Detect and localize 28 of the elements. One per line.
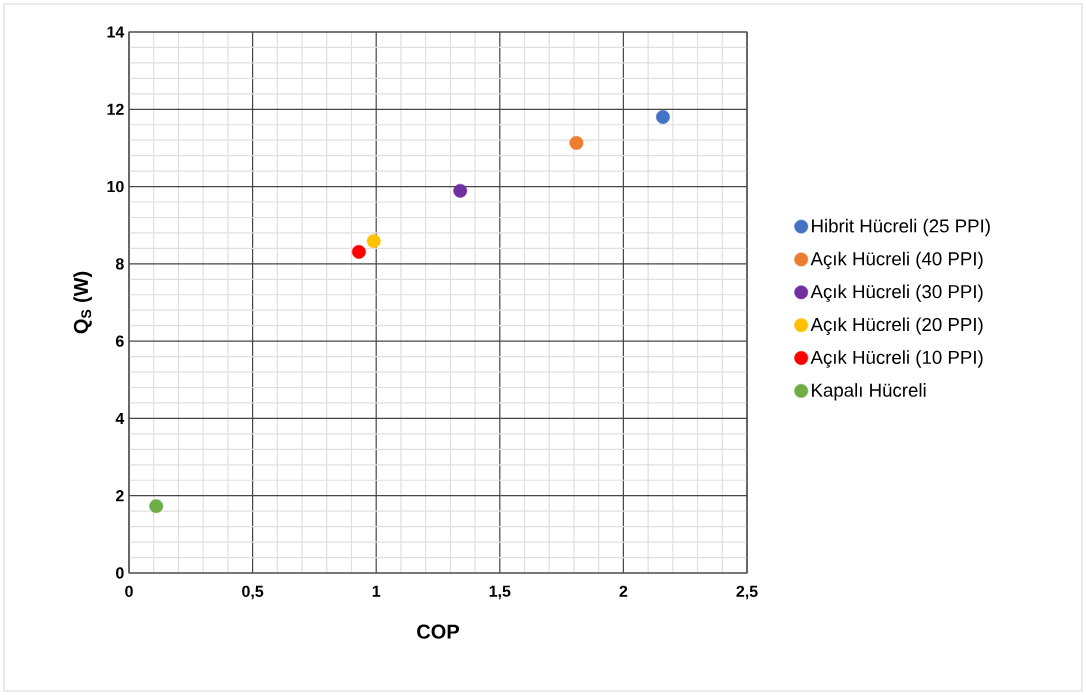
y-tick-label: 8 bbox=[115, 258, 124, 270]
point bbox=[453, 183, 468, 198]
x-tick-label: 1,5 bbox=[489, 585, 511, 600]
x-axis-title: COP bbox=[417, 624, 459, 639]
x-tick-label: 2,5 bbox=[736, 585, 758, 600]
x-tick-label: 0 bbox=[125, 585, 133, 598]
legend-label: Açık Hücreli (10 PPI) bbox=[810, 350, 983, 368]
point bbox=[569, 135, 584, 150]
y-tick-label: 6 bbox=[115, 335, 124, 347]
legend-label: Hibrit Hücreli (25 PPI) bbox=[812, 218, 990, 237]
y-tick-label: 2 bbox=[115, 490, 124, 502]
legend-label: Kapalı Hücreli bbox=[812, 383, 926, 401]
legend-label: Açık Hücreli (40 PPI) bbox=[810, 251, 983, 270]
legend-label: Açık Hücreli (20 PPI) bbox=[810, 317, 983, 335]
y-tick-label: 4 bbox=[115, 412, 125, 424]
y-tick-label: 10 bbox=[107, 180, 124, 193]
point bbox=[149, 499, 164, 514]
point bbox=[351, 244, 366, 259]
x-tick-label: 2 bbox=[619, 585, 628, 597]
legend-label: Açık Hücreli (30 PPI) bbox=[810, 284, 983, 303]
point bbox=[366, 234, 381, 248]
y-tick-label: 12 bbox=[107, 103, 124, 115]
y-axis-title: Q$_{S}$ (W) bbox=[73, 271, 92, 334]
y-tick-label: 0 bbox=[116, 567, 124, 579]
x-tick-label: 1 bbox=[372, 585, 381, 597]
x-tick-label: 0,5 bbox=[242, 585, 264, 600]
point bbox=[656, 110, 670, 124]
y-tick-label: 14 bbox=[107, 26, 125, 38]
